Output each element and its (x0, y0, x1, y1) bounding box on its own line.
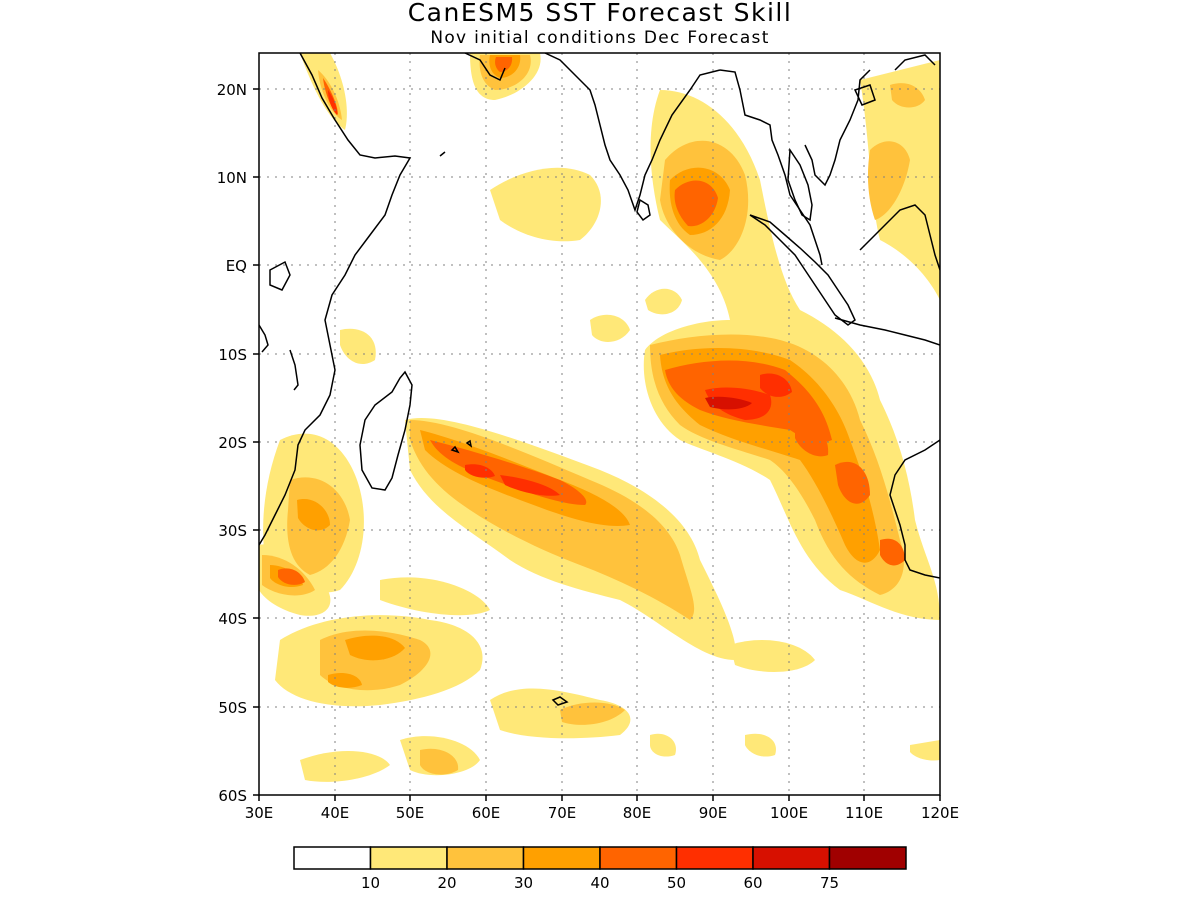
lat-label: 60S (218, 787, 247, 805)
colorbar-box (675, 846, 754, 870)
lon-label: 90E (699, 804, 728, 822)
lon-label: 80E (623, 804, 652, 822)
plot-frame (258, 52, 941, 796)
kerguelen-island (551, 696, 569, 706)
page-title: CanESM5 SST Forecast Skill (407, 0, 793, 27)
colorbar-label: 30 (514, 874, 533, 892)
colorbar-box (599, 846, 678, 870)
lat-label: 20S (218, 434, 247, 452)
lat-label: 20N (217, 81, 247, 99)
lon-label: 60E (472, 804, 501, 822)
malay-peninsula (804, 69, 871, 187)
lon-label: 100E (770, 804, 808, 822)
colorbar-label: 40 (590, 874, 609, 892)
coastlines (259, 53, 940, 706)
colorbar-box (293, 846, 372, 870)
colorbar-box (828, 846, 907, 870)
australia-coast (889, 439, 940, 579)
lon-label: 40E (321, 804, 350, 822)
colorbar-box (522, 846, 601, 870)
tick-marks (253, 88, 941, 801)
colorbar-label: 60 (743, 874, 762, 892)
lon-label: 50E (396, 804, 425, 822)
borneo-coast (859, 204, 940, 271)
lat-label: 50S (218, 699, 247, 717)
arabia-coast (439, 53, 506, 157)
colorbar-box (369, 846, 448, 870)
lon-label: 70E (548, 804, 577, 822)
africa-coast (259, 53, 412, 546)
lat-label: 30S (218, 522, 247, 540)
lat-labels: 20N 10N EQ 10S 20S 30S 40S 50S 60S (217, 81, 247, 805)
colorbar: 10 20 30 40 50 60 75 (293, 846, 907, 892)
myanmar-peninsula (787, 147, 813, 222)
colorbar-box (446, 846, 525, 870)
lat-label: 10S (218, 346, 247, 364)
lon-labels: 30E 40E 50E 60E 70E 80E 90E 100E 110E 12… (245, 804, 959, 822)
skill-field (259, 53, 940, 782)
lat-label: 10N (217, 169, 247, 187)
lat-label: 40S (218, 610, 247, 628)
socotra-coast (269, 260, 291, 291)
colorbar-label: 10 (361, 874, 380, 892)
lon-label: 110E (845, 804, 883, 822)
map-grid (259, 53, 940, 795)
skill-level-60 (705, 396, 752, 410)
lon-label: 120E (921, 804, 959, 822)
india-coast (544, 53, 721, 213)
colorbar-labels: 10 20 30 40 50 60 75 (361, 874, 839, 892)
lat-label: EQ (226, 257, 247, 275)
colorbar-boxes (293, 846, 907, 870)
mozambique-coast (259, 324, 299, 391)
java-coast (834, 317, 940, 346)
page-subtitle: Nov initial conditions Dec Forecast (430, 28, 770, 48)
colorbar-label: 75 (820, 874, 839, 892)
mascarene-islands (450, 439, 473, 454)
madagascar-coast (359, 370, 413, 491)
sri-lanka-coast (636, 198, 651, 222)
philippines-coast (853, 54, 936, 106)
colorbar-label: 20 (437, 874, 456, 892)
colorbar-label: 50 (667, 874, 686, 892)
colorbar-box (752, 846, 831, 870)
lon-label: 30E (245, 804, 274, 822)
bay-east-coast (719, 69, 823, 266)
